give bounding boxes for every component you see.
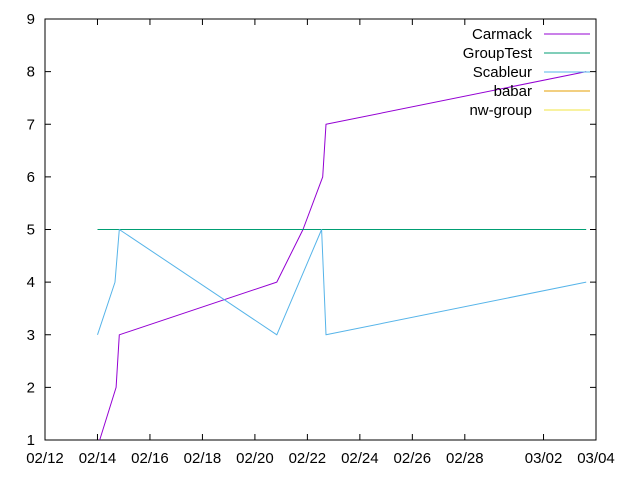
x-tick-label: 02/18: [184, 450, 222, 467]
x-tick-label: 02/22: [289, 450, 327, 467]
x-tick-label: 02/12: [26, 450, 64, 467]
data-point-carmack: [324, 123, 327, 126]
y-tick-label: 7: [27, 116, 35, 133]
series-layer: [96, 71, 588, 442]
data-point-carmack: [98, 439, 101, 442]
data-point-grouptest: [585, 228, 588, 231]
x-axis: 02/12 02/14 02/16 02/18 02/20 02/22 02/24 02/26…: [26, 19, 615, 467]
y-tick-label: 4: [27, 274, 35, 291]
x-tick-label: 02/14: [79, 450, 117, 467]
x-tick-label: 02/24: [341, 450, 379, 467]
y-tick-label: 8: [27, 64, 35, 81]
data-point-scableur: [275, 333, 278, 336]
y-axis: 1 2 3 4 5 6 7 8 9: [27, 11, 596, 449]
y-tick-label: 3: [27, 327, 35, 344]
legend-label: Carmack: [472, 26, 533, 43]
data-point-scableur: [118, 228, 121, 231]
x-tick-label: 03/02: [525, 450, 563, 467]
x-tick-label: 02/16: [131, 450, 169, 467]
x-tick-label: 03/04: [577, 450, 615, 467]
legend-label: Scableur: [473, 64, 532, 81]
data-point-carmack: [115, 386, 118, 389]
y-tick-label: 9: [27, 11, 35, 28]
data-point-scableur: [96, 333, 99, 336]
data-point-carmack: [118, 333, 121, 336]
series-line-carmack: [99, 71, 587, 441]
data-point-carmack: [321, 175, 324, 178]
data-point-carmack: [275, 281, 278, 284]
data-point-grouptest: [96, 228, 99, 231]
y-tick-label: 6: [27, 169, 35, 186]
data-point-scableur: [324, 333, 327, 336]
x-tick-label: 02/28: [446, 450, 484, 467]
data-point-scableur: [585, 281, 588, 284]
legend-label: GroupTest: [463, 45, 533, 62]
data-point-scableur: [113, 281, 116, 284]
legend-label: babar: [494, 83, 532, 100]
data-point-scableur: [320, 228, 323, 231]
legend-label: nw-group: [469, 102, 532, 119]
series-line-scableur: [97, 229, 587, 336]
y-tick-label: 2: [27, 379, 35, 396]
legend: Carmack GroupTest Scableur babar nw-group: [463, 26, 590, 119]
y-tick-label: 1: [27, 432, 35, 449]
x-tick-label: 02/20: [236, 450, 274, 467]
y-tick-label: 5: [27, 222, 35, 239]
x-tick-label: 02/26: [394, 450, 432, 467]
